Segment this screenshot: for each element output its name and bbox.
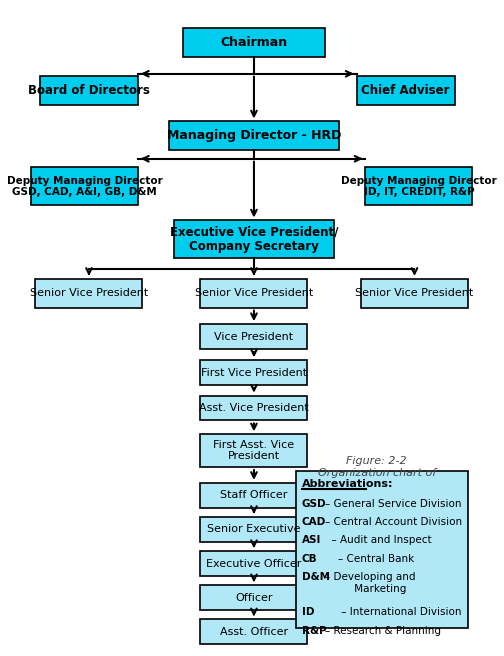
FancyBboxPatch shape — [201, 434, 307, 467]
Text: Senior Vice President: Senior Vice President — [30, 288, 148, 298]
Text: CB: CB — [302, 554, 318, 564]
Text: First Vice President: First Vice President — [201, 367, 307, 378]
Text: Abbreviations:: Abbreviations: — [302, 479, 393, 489]
FancyBboxPatch shape — [361, 279, 468, 308]
Text: D&M: D&M — [302, 572, 330, 582]
Text: Deputy Managing Director
ID, IT, CREDIT, R&P: Deputy Managing Director ID, IT, CREDIT,… — [341, 176, 497, 197]
Text: ASI: ASI — [302, 535, 321, 545]
FancyBboxPatch shape — [31, 167, 138, 205]
FancyBboxPatch shape — [174, 220, 334, 258]
FancyBboxPatch shape — [182, 28, 325, 57]
FancyBboxPatch shape — [201, 396, 307, 420]
Text: – Central Account Division: – Central Account Division — [325, 517, 463, 527]
Text: Staff Officer: Staff Officer — [220, 490, 288, 501]
Text: R&P: R&P — [302, 626, 326, 636]
Text: Vice President: Vice President — [214, 331, 293, 342]
Text: Board of Directors: Board of Directors — [28, 84, 150, 97]
FancyBboxPatch shape — [35, 279, 143, 308]
Text: ID: ID — [302, 607, 314, 617]
FancyBboxPatch shape — [356, 76, 455, 105]
Text: – International Division: – International Division — [325, 607, 462, 617]
Text: – Audit and Inspect: – Audit and Inspect — [325, 535, 432, 545]
Text: Executive Vice President/
Company Secretary: Executive Vice President/ Company Secret… — [170, 226, 338, 253]
FancyBboxPatch shape — [201, 619, 307, 644]
FancyBboxPatch shape — [169, 121, 339, 150]
Text: First Asst. Vice
President: First Asst. Vice President — [213, 440, 294, 461]
Text: Executive Officer: Executive Officer — [206, 558, 301, 569]
Text: Chief Adviser: Chief Adviser — [361, 84, 450, 97]
Text: Senior Vice President: Senior Vice President — [355, 288, 474, 298]
FancyBboxPatch shape — [40, 76, 138, 105]
FancyBboxPatch shape — [296, 471, 468, 628]
FancyBboxPatch shape — [201, 551, 307, 576]
Text: – Developing and
         Marketing: – Developing and Marketing — [325, 572, 416, 594]
Text: – Research & Planning: – Research & Planning — [325, 626, 442, 636]
Text: GSD: GSD — [302, 499, 326, 508]
Text: Figure: 2-2
Organization chart of: Figure: 2-2 Organization chart of — [318, 456, 435, 478]
FancyBboxPatch shape — [201, 324, 307, 349]
Text: CAD: CAD — [302, 517, 326, 527]
FancyBboxPatch shape — [201, 483, 307, 508]
Text: Senior Vice President: Senior Vice President — [195, 288, 313, 298]
FancyBboxPatch shape — [201, 585, 307, 610]
Text: Managing Director - HRD: Managing Director - HRD — [167, 129, 341, 142]
FancyBboxPatch shape — [201, 360, 307, 385]
FancyBboxPatch shape — [365, 167, 472, 205]
Text: Chairman: Chairman — [220, 36, 287, 49]
Text: Officer: Officer — [235, 592, 273, 603]
FancyBboxPatch shape — [201, 517, 307, 542]
Text: – General Service Division: – General Service Division — [325, 499, 462, 508]
Text: – Central Bank: – Central Bank — [325, 554, 415, 564]
Text: Deputy Managing Director
GSD, CAD, A&I, GB, D&M: Deputy Managing Director GSD, CAD, A&I, … — [7, 176, 162, 197]
Text: Asst. Vice President: Asst. Vice President — [199, 403, 309, 413]
Text: Senior Executive: Senior Executive — [207, 524, 301, 535]
FancyBboxPatch shape — [201, 279, 307, 308]
Text: Asst. Officer: Asst. Officer — [220, 626, 288, 637]
